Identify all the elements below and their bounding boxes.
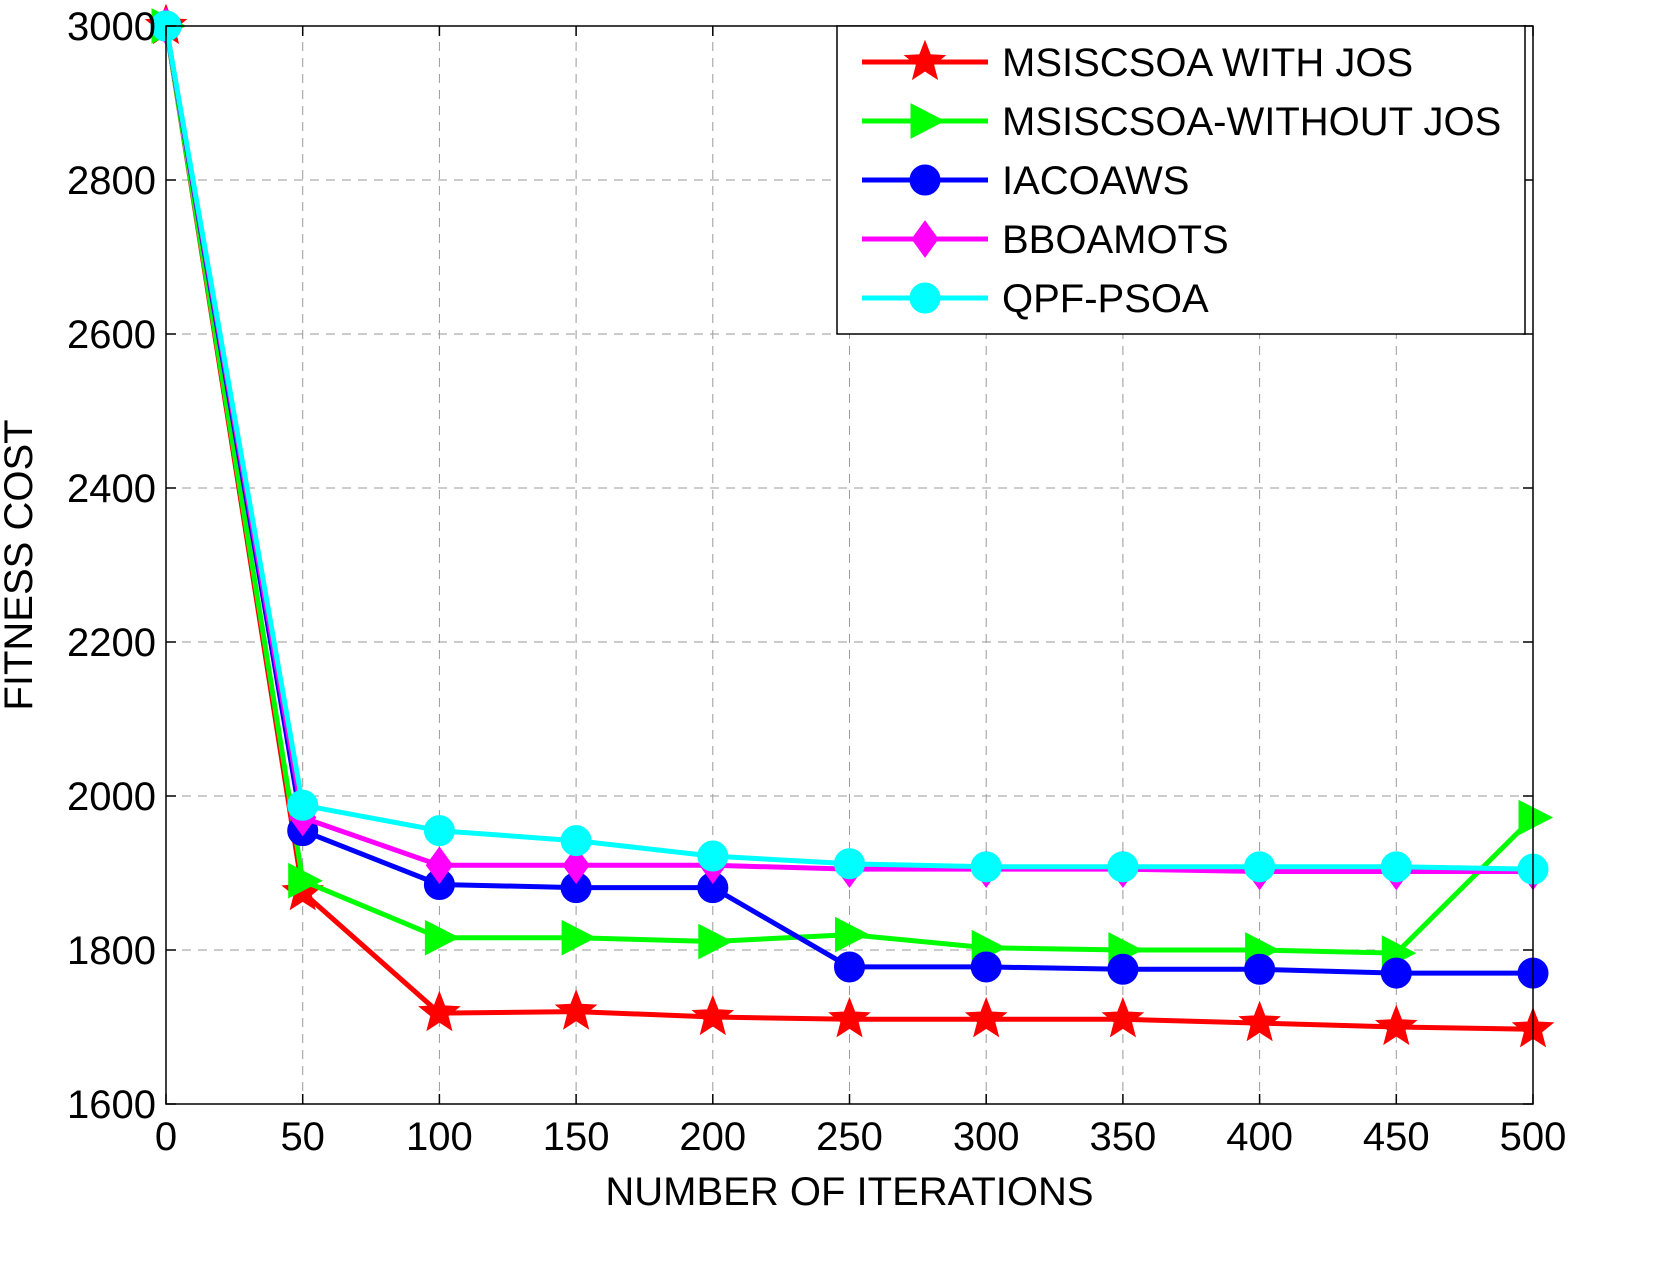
- series-5: [150, 10, 1549, 885]
- data-point-circle: [697, 840, 729, 872]
- x-tick-label: 100: [406, 1115, 473, 1159]
- data-point-triangle: [698, 923, 733, 960]
- data-point-circle: [909, 164, 941, 196]
- x-tick-label: 250: [816, 1115, 883, 1159]
- data-point-circle: [909, 282, 941, 314]
- x-tick-label: 150: [543, 1115, 610, 1159]
- data-point-circle: [970, 851, 1002, 883]
- data-point-circle: [1244, 851, 1276, 883]
- legend-item: BBOAMOTS: [862, 218, 1229, 262]
- x-tick-label: 400: [1226, 1115, 1293, 1159]
- y-tick-label: 2800: [67, 159, 156, 203]
- data-point-triangle: [1518, 799, 1554, 836]
- legend-item: MSISCSOA-WITHOUT JOS: [862, 100, 1501, 144]
- legend: MSISCSOA WITH JOS MSISCSOA-WITHOUT JOS IAC…: [836, 25, 1526, 335]
- x-tick-label: 200: [679, 1115, 746, 1159]
- data-point-triangle: [835, 916, 870, 953]
- y-axis-title: FITNESS COST: [0, 419, 41, 710]
- x-tick-label: 0: [155, 1115, 177, 1159]
- y-tick-label: 1800: [67, 929, 156, 973]
- y-tick-label: 3000: [67, 5, 156, 49]
- data-point-circle: [1244, 953, 1276, 985]
- legend-label: MSISCSOA-WITHOUT JOS: [1002, 100, 1501, 144]
- data-point-circle: [287, 789, 319, 821]
- y-tick-label: 2000: [67, 775, 156, 819]
- x-axis-title: NUMBER OF ITERATIONS: [605, 1170, 1093, 1214]
- y-tick-label: 1600: [67, 1083, 156, 1127]
- x-tick-label: 300: [953, 1115, 1020, 1159]
- data-point-diamond: [562, 846, 590, 885]
- x-tick-label: 350: [1090, 1115, 1157, 1159]
- legend-item: MSISCSOA WITH JOS: [862, 39, 1413, 85]
- data-point-star: [1101, 996, 1145, 1038]
- data-point-star: [964, 996, 1008, 1038]
- data-point-star: [691, 994, 735, 1036]
- data-point-star: [828, 996, 871, 1038]
- data-point-diamond: [425, 846, 454, 885]
- y-axis-ticks: 1600 1800 2000 2200 2400 2600 2800 3000: [67, 5, 1533, 1127]
- data-point-triangle: [288, 862, 323, 899]
- x-axis-ticks: 0 50 100 150 200 250 300 350 400 450 500: [155, 26, 1567, 1159]
- data-point-circle: [834, 848, 865, 880]
- data-point-circle: [970, 951, 1002, 983]
- y-tick-label: 2200: [67, 621, 156, 665]
- data-point-circle: [1107, 851, 1139, 883]
- legend-label: IACOAWS: [1002, 159, 1189, 203]
- data-point-star: [1374, 1004, 1418, 1046]
- data-point-circle: [560, 825, 592, 857]
- x-tick-label: 50: [280, 1115, 325, 1159]
- data-point-triangle: [424, 919, 460, 956]
- data-point-circle: [1380, 851, 1412, 883]
- legend-item: IACOAWS: [862, 159, 1189, 203]
- data-point-circle: [834, 951, 865, 983]
- data-point-circle: [423, 815, 455, 847]
- data-point-star: [1238, 1000, 1281, 1042]
- data-point-triangle: [561, 919, 597, 956]
- legend-label: MSISCSOA WITH JOS: [1002, 41, 1413, 85]
- data-point-star: [418, 990, 461, 1032]
- data-point-star: [903, 39, 947, 81]
- data-point-diamond: [911, 220, 939, 258]
- legend-label: BBOAMOTS: [1002, 218, 1229, 262]
- data-point-circle: [1107, 953, 1139, 985]
- data-point-circle: [1380, 957, 1412, 989]
- series-layer: [144, 3, 1555, 1048]
- x-tick-label: 450: [1363, 1115, 1430, 1159]
- legend-label: QPF-PSOA: [1002, 277, 1209, 321]
- data-point-triangle: [910, 103, 946, 139]
- legend-item: QPF-PSOA: [862, 277, 1209, 321]
- data-point-star: [554, 989, 598, 1030]
- x-tick-label: 500: [1500, 1115, 1567, 1159]
- y-tick-label: 2400: [67, 467, 156, 511]
- y-tick-label: 2600: [67, 313, 156, 357]
